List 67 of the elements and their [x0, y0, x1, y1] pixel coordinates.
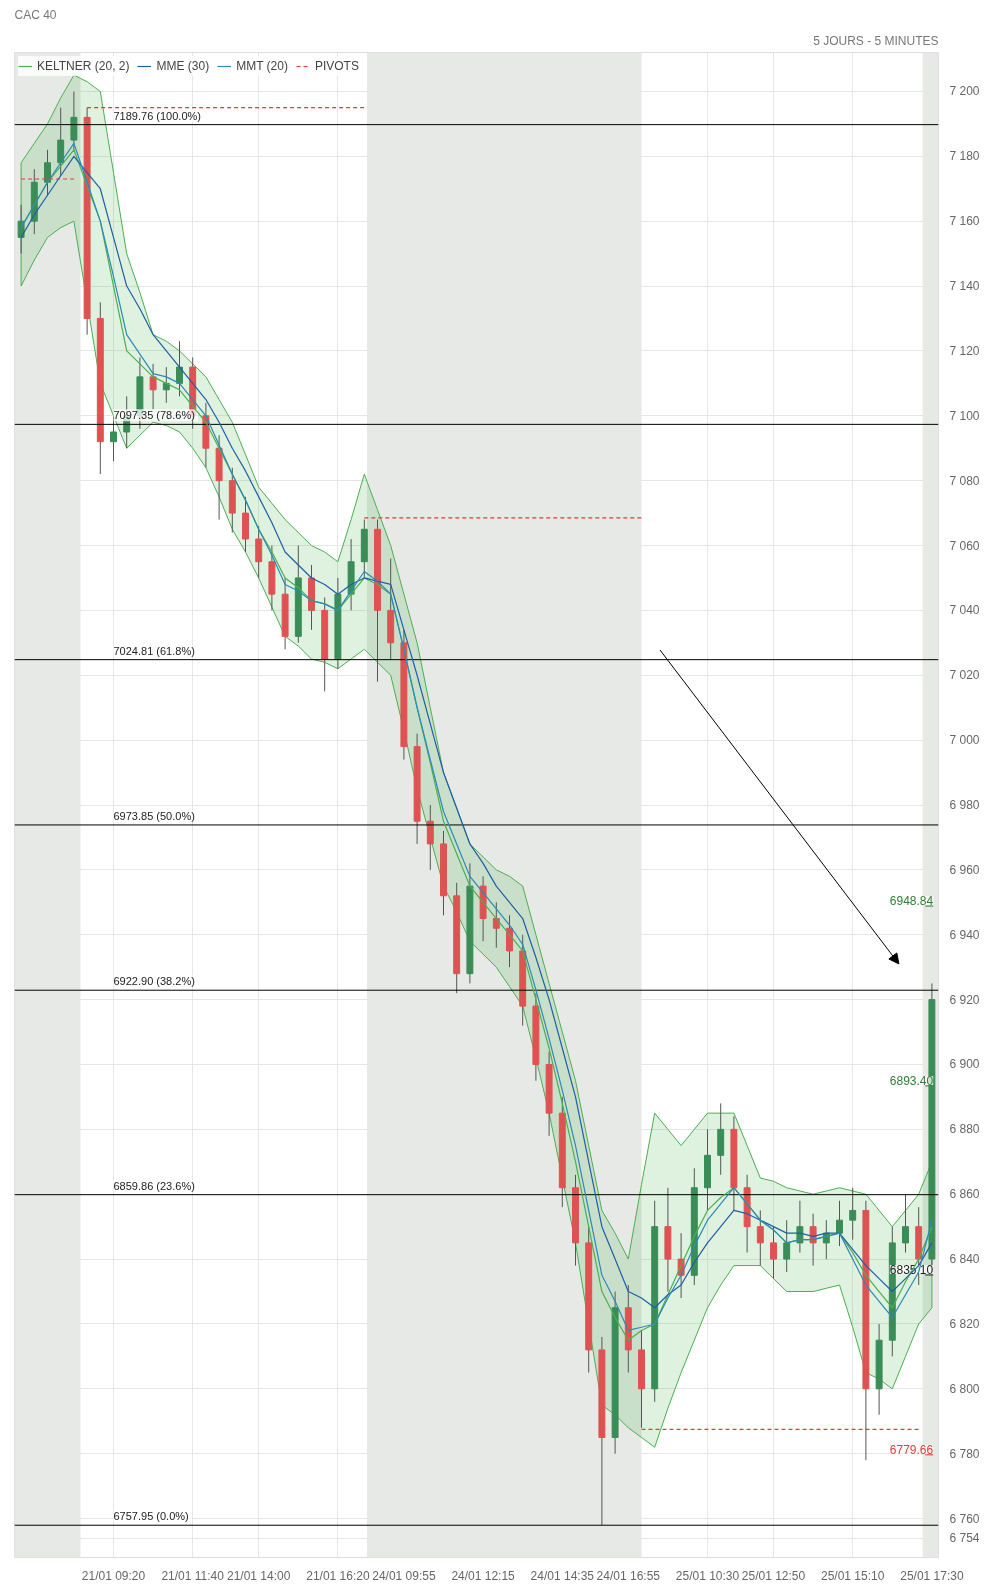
y-tick-label: 6 940	[949, 927, 980, 942]
y-tick-label: 7 040	[949, 603, 980, 618]
y-tick-label: 6 800	[949, 1381, 980, 1396]
candlestick	[149, 363, 157, 410]
x-tick-label: 21/01 11:40	[161, 1568, 225, 1583]
x-tick-label: 25/01 17:30	[900, 1568, 964, 1583]
x-tick-label: 24/01 12:15	[451, 1568, 516, 1583]
y-tick-label: 6 840	[949, 1252, 980, 1267]
y-tick-label: 6 754	[949, 1531, 980, 1546]
ref-line-label: 6757.95 (0.0%)	[113, 1510, 189, 1523]
candlestick	[756, 1209, 764, 1267]
ref-line-label: 6859.86 (23.6%)	[113, 1179, 195, 1192]
x-tick-label: 24/01 14:35	[530, 1568, 595, 1583]
x-tick-label: 25/01 12:50	[741, 1568, 806, 1583]
x-tick-label: 21/01 16:20	[306, 1568, 370, 1583]
y-tick-label: 6 860	[949, 1187, 980, 1202]
candlestick	[44, 149, 51, 196]
candlestick	[176, 340, 183, 397]
y-tick-label: 6 760	[949, 1511, 980, 1526]
ref-line-label: 7097.35 (78.6%)	[113, 409, 195, 422]
y-tick-label: 7 120	[949, 343, 980, 358]
y-tick-label: 6 920	[949, 992, 980, 1007]
x-tick-label: 21/01 14:00	[227, 1568, 291, 1583]
ref-line-label: 6893.40	[889, 1073, 934, 1088]
y-tick-label: 7 180	[949, 149, 980, 164]
y-tick-label: 7 080	[949, 473, 980, 488]
y-tick-label: 6 980	[949, 798, 980, 812]
ref-line-label: 7189.76 (100.0%)	[113, 109, 201, 122]
legend-label: MME (30)	[156, 59, 210, 73]
candlestick	[492, 901, 500, 949]
x-tick-label: 25/01 15:10	[821, 1568, 885, 1583]
ref-line-label: 7024.81 (61.8%)	[113, 644, 195, 657]
x-tick-label: 24/01 16:55	[596, 1568, 661, 1583]
y-tick-label: 6 780	[949, 1446, 980, 1461]
y-tick-label: 6 880	[949, 1122, 980, 1137]
y-tick-label: 7 060	[949, 538, 980, 553]
ref-line-label: 6922.90 (38.2%)	[113, 975, 195, 988]
ref-line-label: 6779.66	[889, 1442, 934, 1457]
y-tick-label: 7 000	[949, 733, 980, 748]
chart-title: CAC 40	[14, 7, 57, 22]
ref-line-label: 6973.85 (50.0%)	[113, 809, 195, 822]
ref-line-label: 6948.84	[889, 894, 934, 909]
x-tick-label: 25/01 10:30	[675, 1568, 740, 1583]
y-tick-label: 6 820	[949, 1316, 980, 1331]
candlestick	[770, 1226, 777, 1280]
candlestick	[426, 804, 434, 871]
candlestick	[902, 1193, 909, 1254]
x-tick-label: 21/01 09:20	[81, 1568, 146, 1583]
candlestick	[783, 1219, 791, 1273]
candlestick	[849, 1187, 857, 1241]
legend-label: PIVOTS	[314, 59, 359, 73]
legend-label: KELTNER (20, 2)	[37, 59, 130, 73]
legend-label: MMT (20)	[236, 59, 288, 73]
y-tick-label: 7 140	[949, 279, 980, 294]
y-tick-label: 7 160	[949, 214, 980, 229]
y-tick-label: 7 100	[949, 408, 980, 423]
y-tick-label: 6 900	[949, 1057, 980, 1072]
candlestick	[506, 914, 513, 968]
candlestick	[255, 525, 263, 579]
y-tick-label: 6 960	[949, 862, 980, 877]
candlestick	[836, 1200, 843, 1247]
x-tick-label: 24/01 09:55	[372, 1568, 436, 1583]
y-tick-label: 7 200	[949, 84, 980, 99]
candlestick	[57, 107, 65, 177]
chart-subtitle: 5 JOURS - 5 MINUTES	[813, 33, 939, 48]
candlestick	[70, 90, 78, 151]
y-tick-label: 7 020	[949, 668, 980, 683]
